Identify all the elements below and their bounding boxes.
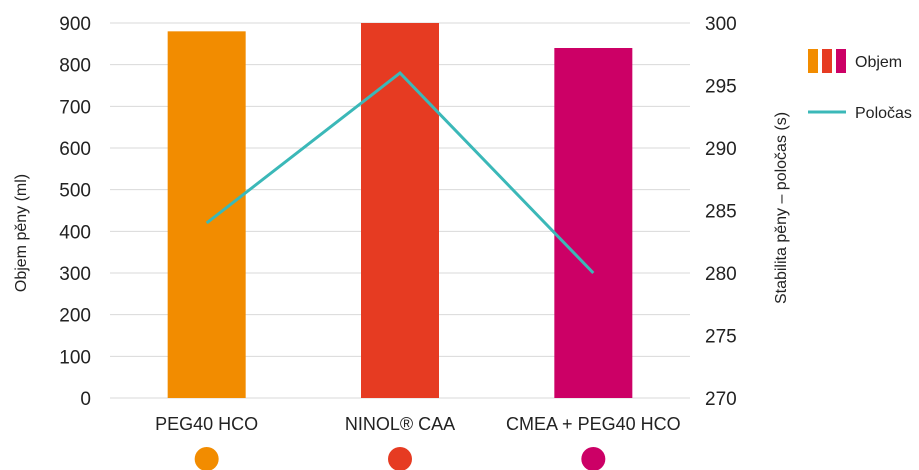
right-tick-label: 300 <box>705 14 737 35</box>
right-tick-label: 295 <box>705 77 737 98</box>
right-tick-label: 275 <box>705 327 737 348</box>
category-dot <box>581 447 606 470</box>
left-tick-label: 300 <box>59 264 91 285</box>
right-axis-ticks: 270 275 280 285 290 295 300 <box>705 14 737 410</box>
left-tick-label: 200 <box>59 306 91 327</box>
category-label: PEG40 HCO <box>155 414 258 434</box>
legend-swatch-magenta <box>836 49 846 73</box>
category-label: CMEA + PEG40 HCO <box>506 414 681 434</box>
legend-label-polocas: Poločas <box>855 105 912 122</box>
left-tick-label: 700 <box>59 97 91 118</box>
left-tick-label: 900 <box>59 14 91 35</box>
bar <box>361 23 439 398</box>
line-series <box>205 70 595 275</box>
left-tick-label: 600 <box>59 139 91 160</box>
left-tick-label: 100 <box>59 347 91 368</box>
bar <box>167 31 246 398</box>
category-label: NINOL® CAA <box>345 414 455 434</box>
legend: Objem Poločas <box>808 49 912 122</box>
left-axis-ticks: 0 100 200 300 400 500 600 700 800 900 <box>59 14 91 410</box>
category-labels: PEG40 HCO NINOL® CAA CMEA + PEG40 HCO <box>155 414 680 434</box>
bars <box>167 23 633 398</box>
right-tick-label: 270 <box>705 389 737 410</box>
left-tick-label: 500 <box>59 181 91 202</box>
right-tick-label: 290 <box>705 139 737 160</box>
bar <box>554 48 633 398</box>
left-axis-title: Objem pěny (ml) <box>13 174 30 292</box>
left-tick-label: 400 <box>59 222 91 243</box>
legend-swatch-red <box>822 49 832 73</box>
legend-swatch-orange <box>808 49 818 73</box>
right-axis-title: Stabilita pěny – poločas (s) <box>773 112 790 304</box>
category-dot <box>388 447 412 470</box>
left-tick-label: 800 <box>59 56 91 77</box>
legend-label-objem: Objem <box>855 54 902 71</box>
right-tick-label: 280 <box>705 264 737 285</box>
left-tick-label: 0 <box>80 389 91 410</box>
category-color-dots <box>194 447 606 470</box>
right-tick-label: 285 <box>705 202 737 223</box>
category-dot <box>194 447 219 470</box>
